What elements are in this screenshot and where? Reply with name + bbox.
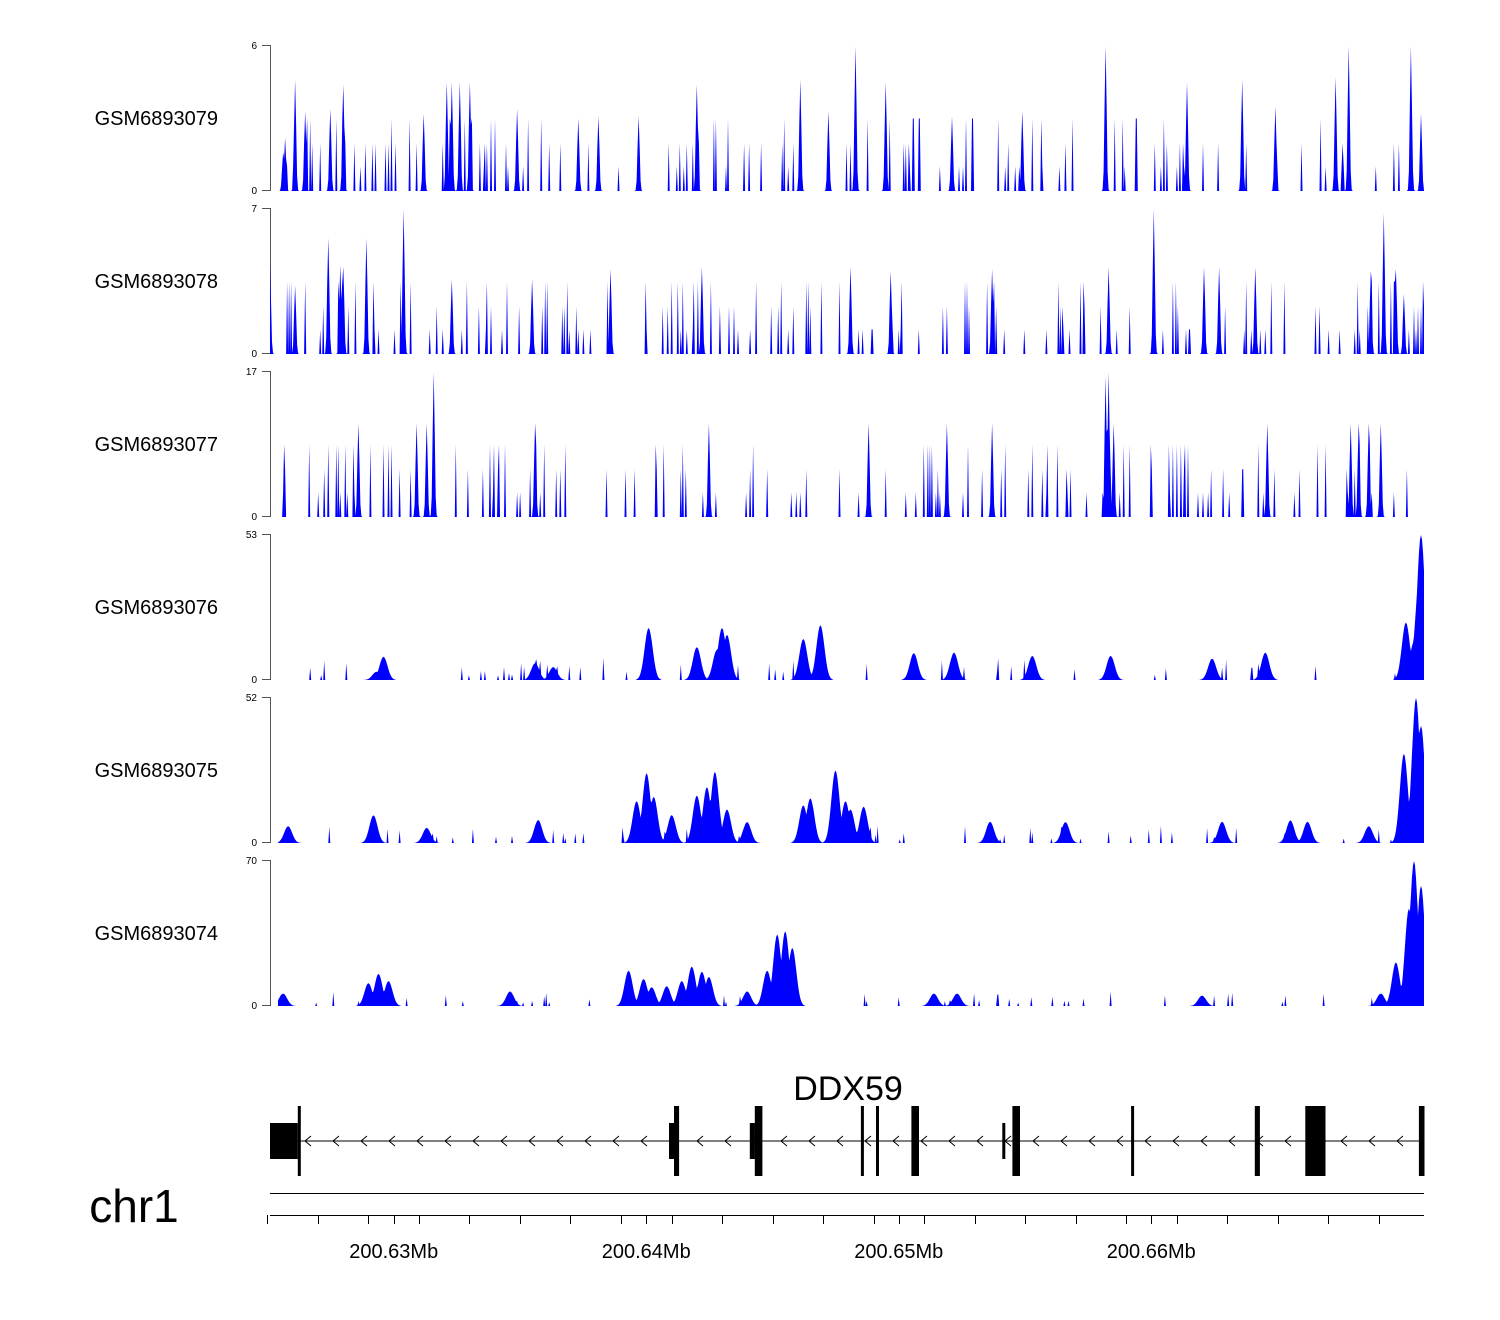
- gene-exon: [876, 1106, 879, 1176]
- track-label: GSM6893074: [95, 923, 218, 945]
- y-tick-label-max: 17: [246, 367, 258, 378]
- strand-arrow: [696, 1135, 704, 1147]
- x-tick-label: 200.64Mb: [602, 1241, 691, 1263]
- gene-exon: [674, 1106, 680, 1176]
- strand-arrow: [1340, 1135, 1348, 1147]
- gene-exon: [860, 1106, 864, 1176]
- y-tick-label-min: 0: [251, 512, 257, 523]
- y-tick-label-min: 0: [251, 838, 257, 849]
- strand-arrow: [332, 1135, 340, 1147]
- gene-exon: [1002, 1123, 1006, 1159]
- gene-exon: [1421, 1106, 1425, 1176]
- signal-area: [278, 535, 1424, 680]
- strand-arrow: [808, 1135, 816, 1147]
- chromosome-label: chr1: [89, 1180, 178, 1232]
- y-tick-label-max: 7: [251, 204, 257, 215]
- y-tick-label-min: 0: [251, 675, 257, 686]
- strand-arrow: [976, 1135, 984, 1147]
- track-label: GSM6893079: [95, 108, 218, 130]
- y-tick-label-min: 0: [251, 1001, 257, 1012]
- strand-arrow: [472, 1135, 480, 1147]
- strand-arrow: [528, 1135, 536, 1147]
- strand-arrow: [724, 1135, 732, 1147]
- y-tick-label-min: 0: [251, 349, 257, 360]
- strand-arrow: [640, 1135, 648, 1147]
- signal-area: [278, 46, 1424, 191]
- strand-arrow: [556, 1135, 564, 1147]
- strand-arrow: [1368, 1135, 1376, 1147]
- gene-exon: [270, 1123, 298, 1159]
- track-GSM6893075: GSM6893075 52 0: [95, 693, 1424, 849]
- strand-arrow: [1032, 1135, 1040, 1147]
- strand-arrow: [416, 1135, 424, 1147]
- x-tick-label: 200.63Mb: [349, 1241, 438, 1263]
- y-tick-label-max: 53: [246, 530, 258, 541]
- strand-arrow: [388, 1135, 396, 1147]
- signal-area: [278, 698, 1424, 843]
- y-tick-label-max: 6: [251, 41, 257, 52]
- track-GSM6893078: GSM6893078 7 0: [95, 204, 1424, 360]
- track-GSM6893076: GSM6893076 53 0: [95, 530, 1424, 686]
- signal-area: [270, 209, 1424, 354]
- strand-arrow: [920, 1135, 928, 1147]
- signal-area: [275, 372, 1413, 517]
- track-label: GSM6893076: [95, 597, 218, 619]
- track-label: GSM6893077: [95, 434, 218, 456]
- strand-arrow: [948, 1135, 956, 1147]
- strand-arrow: [1172, 1135, 1180, 1147]
- gene-exon: [754, 1106, 763, 1176]
- x-tick-label: 200.66Mb: [1107, 1241, 1196, 1263]
- track-GSM6893079: GSM6893079 6 0: [95, 41, 1424, 197]
- strand-arrow: [1200, 1135, 1208, 1147]
- strand-arrow: [836, 1135, 844, 1147]
- strand-arrow: [612, 1135, 620, 1147]
- genome-axis: chr1 200.63Mb 200.64Mb 200.65Mb 200.66Mb: [89, 1180, 1424, 1263]
- strand-arrow: [1060, 1135, 1068, 1147]
- strand-arrow: [1228, 1135, 1236, 1147]
- strand-arrow: [892, 1135, 900, 1147]
- gene-exon: [911, 1106, 919, 1176]
- strand-arrow: [780, 1135, 788, 1147]
- x-tick-label: 200.65Mb: [854, 1241, 943, 1263]
- track-label: GSM6893075: [95, 760, 218, 782]
- gene-exon: [1305, 1106, 1326, 1176]
- strand-arrow: [1116, 1135, 1124, 1147]
- gene-exon: [669, 1123, 675, 1159]
- signal-area: [278, 861, 1424, 1006]
- gene-track: DDX59: [270, 1070, 1425, 1176]
- gene-exon: [1254, 1106, 1260, 1176]
- track-GSM6893074: GSM6893074 70 0: [95, 856, 1424, 1012]
- strand-arrow: [1144, 1135, 1152, 1147]
- gene-exon: [749, 1123, 755, 1159]
- y-tick-label-min: 0: [251, 186, 257, 197]
- strand-arrow: [864, 1135, 872, 1147]
- strand-arrow: [584, 1135, 592, 1147]
- strand-arrow: [1396, 1135, 1404, 1147]
- strand-arrow: [1088, 1135, 1096, 1147]
- gene-exon: [1012, 1106, 1020, 1176]
- gene-name: DDX59: [793, 1070, 903, 1108]
- strand-arrow: [360, 1135, 368, 1147]
- y-tick-label-max: 52: [246, 693, 258, 704]
- gene-exon: [1418, 1106, 1422, 1176]
- y-tick-label-max: 70: [246, 856, 258, 867]
- strand-arrow: [1284, 1135, 1292, 1147]
- strand-arrow: [500, 1135, 508, 1147]
- signal-tracks: GSM689307960GSM689307870GSM6893077170GSM…: [95, 41, 1424, 1012]
- gene-exon: [297, 1106, 301, 1176]
- track-GSM6893077: GSM6893077 17 0: [95, 367, 1413, 523]
- track-label: GSM6893078: [95, 271, 218, 293]
- gene-exon: [1131, 1106, 1135, 1176]
- strand-arrow: [304, 1135, 312, 1147]
- strand-arrow: [444, 1135, 452, 1147]
